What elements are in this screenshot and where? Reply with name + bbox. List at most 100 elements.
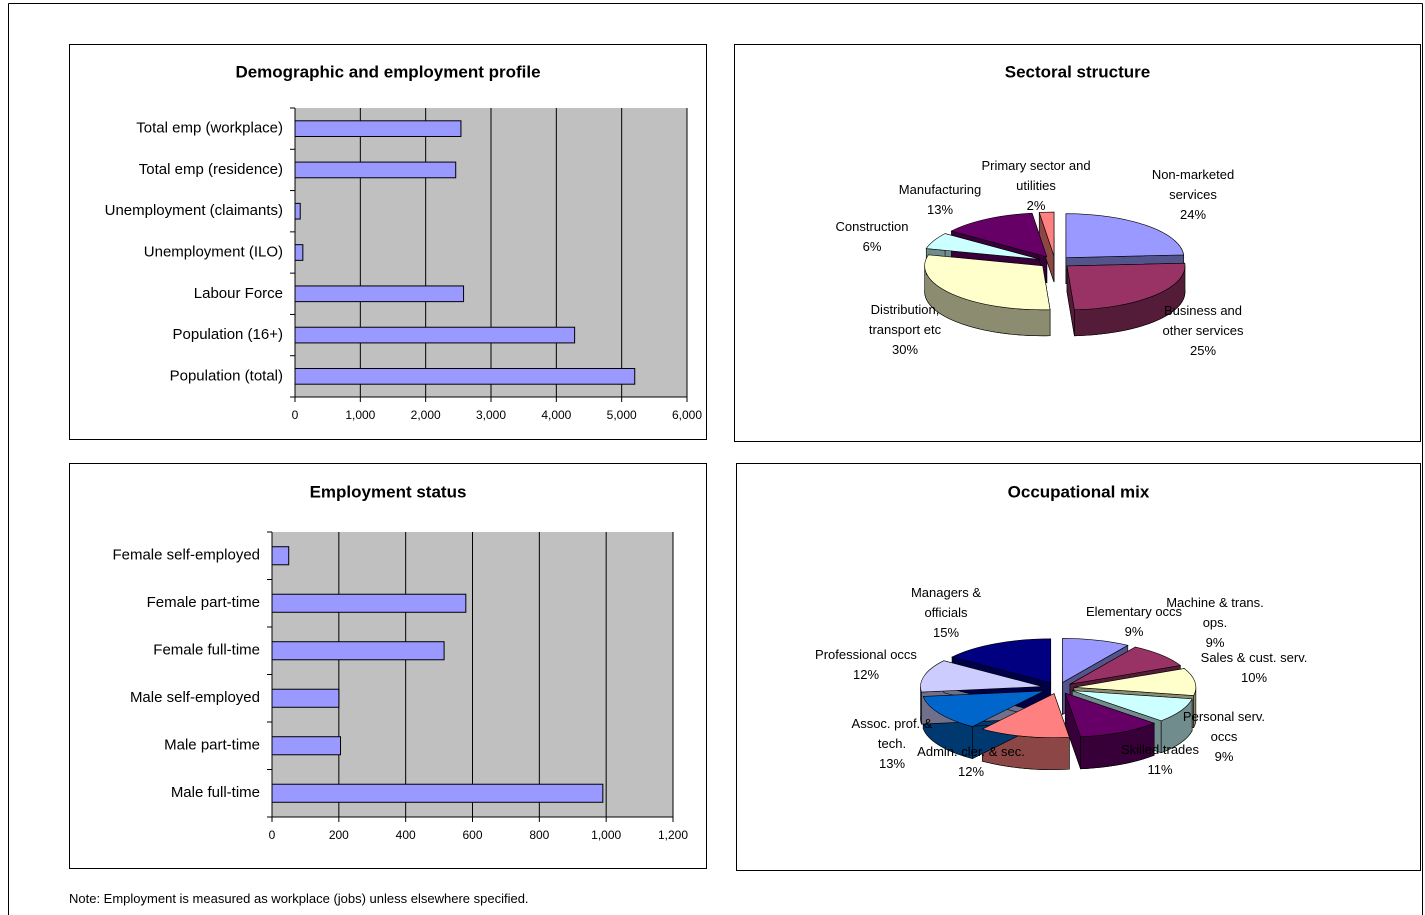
slice-name: Construction bbox=[835, 219, 909, 234]
slice-name: Machine & trans. ops. bbox=[1166, 595, 1264, 630]
category-label: Population (total) bbox=[170, 367, 283, 384]
category-label: Female part-time bbox=[147, 594, 260, 611]
x-tick-label: 1,000 bbox=[591, 828, 621, 842]
bar bbox=[294, 244, 304, 261]
pie-slice bbox=[1062, 638, 1129, 683]
slice-value: 12% bbox=[957, 764, 985, 779]
slice-value: 11% bbox=[1147, 762, 1173, 777]
category-label: Total emp (workplace) bbox=[136, 120, 283, 137]
pie-slice bbox=[1065, 213, 1185, 258]
category-label: Unemployment (ILO) bbox=[144, 243, 283, 260]
pie-label: Admin. cler. & sec. 12% bbox=[901, 742, 1041, 782]
pie-label: Skilled trades 11% bbox=[1105, 740, 1215, 780]
slice-value: 13% bbox=[878, 756, 906, 771]
pie-slice bbox=[981, 693, 1070, 738]
pie-label: Manufacturing 13% bbox=[890, 180, 990, 220]
bar bbox=[294, 202, 301, 220]
slice-value: 9% bbox=[1214, 749, 1234, 764]
pie-label: Personal serv. occs 9% bbox=[1179, 707, 1269, 767]
x-tick-label: 1,200 bbox=[658, 828, 688, 842]
slice-name: Business and other services bbox=[1162, 303, 1244, 338]
slice-name: Primary sector and utilities bbox=[981, 158, 1091, 193]
slice-name: Personal serv. occs bbox=[1182, 709, 1266, 744]
slice-name: Distribution, transport etc bbox=[868, 302, 942, 337]
category-label: Male full-time bbox=[171, 784, 260, 801]
x-tick-label: 0 bbox=[269, 828, 276, 842]
slice-value: 30% bbox=[891, 342, 919, 357]
slice-value: 15% bbox=[932, 625, 960, 640]
note: Note: Employment is measured as workplac… bbox=[69, 891, 529, 906]
pie-tops bbox=[924, 211, 1186, 311]
x-tick-label: 1,000 bbox=[345, 408, 375, 422]
pie-slice bbox=[922, 690, 1045, 727]
pie-label: Assoc. prof. & tech. 13% bbox=[847, 714, 937, 774]
bar bbox=[271, 688, 340, 708]
category-label: Male part-time bbox=[164, 737, 260, 754]
pie-label: Professional occs 12% bbox=[801, 645, 931, 685]
slice-name: Assoc. prof. & tech. bbox=[851, 716, 933, 751]
pie-label: Managers & officials 15% bbox=[904, 583, 989, 643]
slice-value: 13% bbox=[926, 202, 954, 217]
category-label: Female full-time bbox=[153, 642, 260, 659]
pie-slice bbox=[951, 638, 1052, 684]
x-tick-label: 3,000 bbox=[476, 408, 506, 422]
pie-slice bbox=[924, 254, 1051, 311]
bar bbox=[271, 593, 467, 613]
pie-label: Primary sector and utilities 2% bbox=[971, 156, 1101, 216]
pie-label: Elementary occs 9% bbox=[1069, 602, 1199, 642]
pie-slice bbox=[1073, 668, 1197, 696]
x-tick-label: 2,000 bbox=[411, 408, 441, 422]
slice-value: 12% bbox=[852, 667, 880, 682]
chart-title: Occupational mix bbox=[1008, 482, 1150, 501]
bar bbox=[271, 783, 604, 803]
bar bbox=[271, 546, 290, 566]
slice-value: 25% bbox=[1189, 343, 1217, 358]
bar bbox=[294, 120, 462, 137]
pie-slice bbox=[920, 660, 1043, 693]
pie-slice bbox=[1038, 211, 1055, 257]
x-tick-label: 5,000 bbox=[607, 408, 637, 422]
slice-value: 10% bbox=[1240, 670, 1268, 685]
slice-name: Managers & officials bbox=[910, 585, 982, 620]
slice-value: 6% bbox=[862, 239, 882, 254]
pie-slice bbox=[1072, 690, 1193, 722]
bar bbox=[271, 641, 445, 661]
chart-title: Sectoral structure bbox=[1005, 62, 1151, 81]
slice-name: Manufacturing bbox=[898, 182, 982, 197]
pie-label: Sales & cust. serv. 10% bbox=[1189, 648, 1319, 688]
category-label: Population (16+) bbox=[173, 326, 284, 343]
bar bbox=[294, 285, 465, 303]
x-tick-label: 6,000 bbox=[672, 408, 702, 422]
x-tick-label: 4,000 bbox=[541, 408, 571, 422]
slice-value: 9% bbox=[1124, 624, 1144, 639]
x-tick-label: 200 bbox=[329, 828, 349, 842]
bar bbox=[294, 161, 457, 179]
pie-slice bbox=[950, 212, 1048, 258]
bar bbox=[294, 368, 636, 385]
slice-value: 9% bbox=[1205, 635, 1225, 650]
slice-name: Non-marketed services bbox=[1151, 167, 1235, 202]
pie-slice bbox=[925, 233, 1041, 260]
pie-slice bbox=[1066, 262, 1186, 311]
slice-value: 2% bbox=[1026, 198, 1046, 213]
pie-label: Business and other services 25% bbox=[1148, 301, 1258, 361]
slice-name: Skilled trades bbox=[1120, 742, 1200, 757]
x-tick-label: 0 bbox=[292, 408, 299, 422]
pie-tops bbox=[920, 638, 1197, 738]
slice-name: Admin. cler. & sec. bbox=[917, 744, 1025, 759]
bar bbox=[271, 736, 342, 756]
x-tick-label: 400 bbox=[396, 828, 416, 842]
pie-slice bbox=[1069, 646, 1182, 685]
bar bbox=[294, 326, 576, 344]
pie-label: Non-marketed services 24% bbox=[1143, 165, 1243, 225]
category-label: Labour Force bbox=[194, 285, 283, 302]
category-label: Male self-employed bbox=[130, 689, 260, 706]
slice-name: Professional occs bbox=[815, 647, 917, 662]
category-label: Total emp (residence) bbox=[139, 161, 283, 178]
category-label: Unemployment (claimants) bbox=[105, 202, 283, 219]
pie-label: Construction 6% bbox=[825, 217, 920, 257]
category-label: Female self-employed bbox=[112, 547, 260, 564]
pie-slice bbox=[1064, 692, 1156, 738]
